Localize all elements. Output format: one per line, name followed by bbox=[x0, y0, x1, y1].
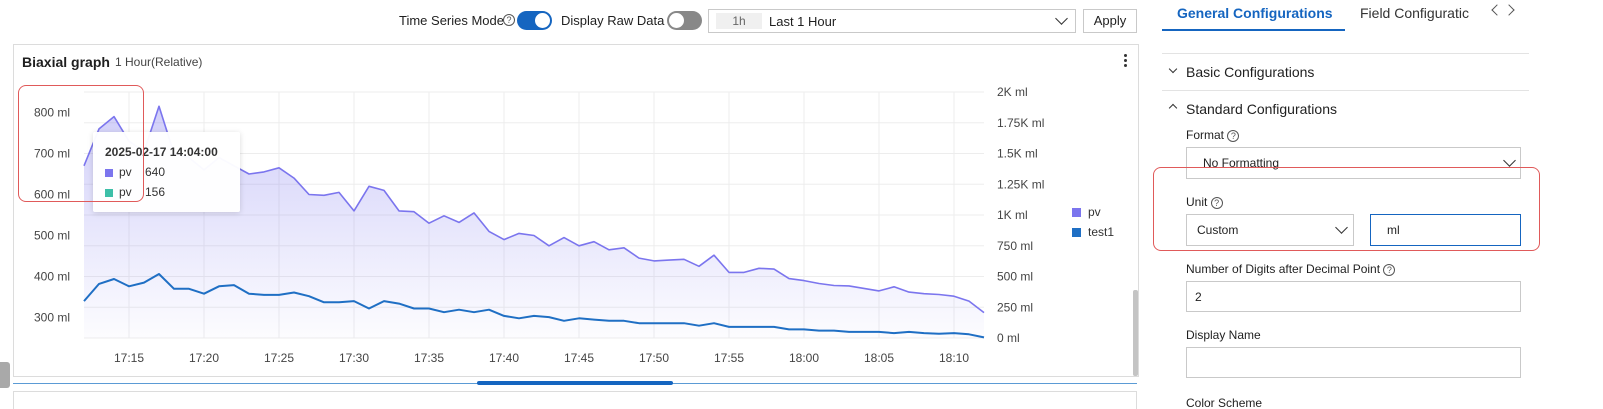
toggle-knob bbox=[669, 13, 684, 28]
chart-axes: 0 ml 250 ml 500 ml 750 ml 1K ml 1.25K ml 1.5K … bbox=[34, 85, 1044, 365]
x-tick-label: 17:45 bbox=[564, 351, 594, 365]
format-label: Format ? bbox=[1186, 128, 1240, 142]
x-tick-label: 17:40 bbox=[489, 351, 519, 365]
legend-swatch bbox=[1072, 228, 1081, 238]
toggle-knob bbox=[535, 13, 550, 28]
more-vertical-icon[interactable] bbox=[1124, 54, 1128, 68]
y-right-tick-label: 0 ml bbox=[997, 331, 1020, 345]
tooltip-row: pv 640 bbox=[105, 165, 165, 179]
color-scheme-label: Color Scheme bbox=[1186, 396, 1263, 409]
time-range-short: 1h bbox=[716, 13, 762, 29]
x-tick-label: 17:30 bbox=[339, 351, 369, 365]
tooltip-value: 640 bbox=[145, 165, 166, 179]
unit-custom-value: ml bbox=[1387, 223, 1400, 237]
unit-type-select[interactable]: Custom bbox=[1186, 214, 1354, 246]
chevron-right-icon[interactable] bbox=[1503, 4, 1515, 16]
vertical-scrollbar[interactable] bbox=[1133, 290, 1138, 376]
highlight-box-unit bbox=[1153, 167, 1540, 251]
panel-title: Biaxial graph bbox=[22, 54, 110, 70]
y-right-tick-label: 1K ml bbox=[997, 208, 1028, 222]
toolbar: Time Series Mode ? Display Raw Data 1h L… bbox=[0, 0, 1160, 40]
y-right-tick-label: 2K ml bbox=[997, 85, 1028, 99]
legend-item-test1[interactable]: test1 bbox=[1072, 225, 1114, 239]
legend-swatch bbox=[1072, 208, 1081, 218]
chevron-down-icon[interactable] bbox=[1168, 64, 1178, 74]
tooltip-swatch bbox=[105, 168, 113, 177]
time-series-mode-label: Time Series Mode bbox=[399, 13, 504, 28]
tooltip-name: pv bbox=[119, 185, 132, 199]
display-name-input[interactable] bbox=[1186, 347, 1521, 378]
x-tick-label: 17:35 bbox=[414, 351, 444, 365]
panel-subtitle: 1 Hour(Relative) bbox=[115, 55, 203, 69]
x-tick-label: 17:15 bbox=[114, 351, 144, 365]
chevron-left-icon[interactable] bbox=[1491, 4, 1503, 16]
x-tick-label: 17:50 bbox=[639, 351, 669, 365]
collapse-handle[interactable] bbox=[0, 362, 10, 388]
y-right-tick-label: 1.75K ml bbox=[997, 116, 1044, 130]
help-icon[interactable]: ? bbox=[503, 14, 515, 26]
time-range-select[interactable]: 1h Last 1 Hour bbox=[708, 9, 1076, 33]
y-left-tick-label: 800 ml bbox=[34, 106, 70, 120]
y-right-tick-label: 1.5K ml bbox=[997, 147, 1038, 161]
tooltip-time: 2025-02-17 14:04:00 bbox=[105, 145, 218, 159]
chevron-up-icon[interactable] bbox=[1168, 103, 1178, 113]
divider bbox=[1162, 90, 1529, 91]
unit-custom-input[interactable]: ml bbox=[1370, 214, 1521, 246]
y-right-tick-label: 250 ml bbox=[997, 300, 1033, 314]
display-raw-data-label: Display Raw Data bbox=[561, 13, 665, 28]
tooltip-swatch bbox=[105, 188, 113, 197]
y-right-tick-label: 1.25K ml bbox=[997, 177, 1044, 191]
format-value: No Formatting bbox=[1203, 156, 1280, 170]
legend-label: pv bbox=[1088, 205, 1101, 219]
y-left-tick-label: 700 ml bbox=[34, 147, 70, 161]
decimal-input[interactable]: 2 bbox=[1186, 281, 1521, 312]
divider bbox=[1162, 53, 1529, 54]
apply-button[interactable]: Apply bbox=[1083, 9, 1137, 33]
time-series-mode-toggle[interactable] bbox=[517, 11, 552, 30]
tooltip-name: pv bbox=[119, 165, 132, 179]
x-tick-label: 17:25 bbox=[264, 351, 294, 365]
decimal-label: Number of Digits after Decimal Point ? bbox=[1186, 262, 1396, 276]
help-icon[interactable]: ? bbox=[1210, 196, 1223, 209]
format-select[interactable]: No Formatting bbox=[1186, 147, 1521, 179]
tooltip-row: pv 156 bbox=[105, 185, 165, 199]
next-panel bbox=[13, 391, 1137, 409]
section-standard-configurations[interactable]: Standard Configurations bbox=[1186, 101, 1337, 117]
x-tick-label: 18:05 bbox=[864, 351, 894, 365]
scroll-thumb[interactable] bbox=[477, 381, 673, 385]
section-basic-configurations[interactable]: Basic Configurations bbox=[1186, 64, 1315, 80]
series-area-pv bbox=[84, 106, 984, 338]
legend-label: test1 bbox=[1088, 225, 1115, 239]
unit-type-value: Custom bbox=[1197, 223, 1239, 237]
display-raw-data-toggle[interactable] bbox=[667, 11, 702, 30]
tab-general-configurations[interactable]: General Configurations bbox=[1177, 5, 1333, 21]
help-icon[interactable]: ? bbox=[1383, 263, 1396, 276]
y-left-tick-label: 300 ml bbox=[34, 311, 70, 325]
tab-field-configurations[interactable]: Field Configuratic bbox=[1360, 5, 1469, 21]
display-name-label: Display Name bbox=[1186, 328, 1261, 342]
chevron-down-icon bbox=[1503, 154, 1516, 167]
config-panel: General Configurations Field Configurati… bbox=[1153, 0, 1603, 409]
y-right-tick-label: 500 ml bbox=[997, 270, 1033, 284]
decimal-value: 2 bbox=[1195, 290, 1202, 304]
legend-item-pv[interactable]: pv bbox=[1072, 205, 1101, 219]
x-tick-label: 18:00 bbox=[789, 351, 819, 365]
series-line-test1 bbox=[83, 273, 985, 339]
help-icon[interactable]: ? bbox=[1227, 129, 1240, 142]
y-left-tick-label: 600 ml bbox=[34, 188, 70, 202]
x-tick-label: 17:20 bbox=[189, 351, 219, 365]
x-tick-label: 17:55 bbox=[714, 351, 744, 365]
y-left-tick-label: 500 ml bbox=[34, 229, 70, 243]
time-range-label: Last 1 Hour bbox=[769, 14, 837, 29]
x-tick-label: 18:10 bbox=[939, 351, 969, 365]
y-left-tick-label: 400 ml bbox=[34, 270, 70, 284]
highlight-box-axis bbox=[18, 85, 144, 202]
unit-label: Unit ? bbox=[1186, 195, 1223, 209]
y-right-tick-label: 750 ml bbox=[997, 239, 1033, 253]
chart-tooltip: 2025-02-17 14:04:00 pv 640 pv 156 bbox=[93, 132, 240, 212]
active-tab-indicator bbox=[1162, 29, 1345, 31]
tooltip-value: 156 bbox=[145, 185, 166, 199]
